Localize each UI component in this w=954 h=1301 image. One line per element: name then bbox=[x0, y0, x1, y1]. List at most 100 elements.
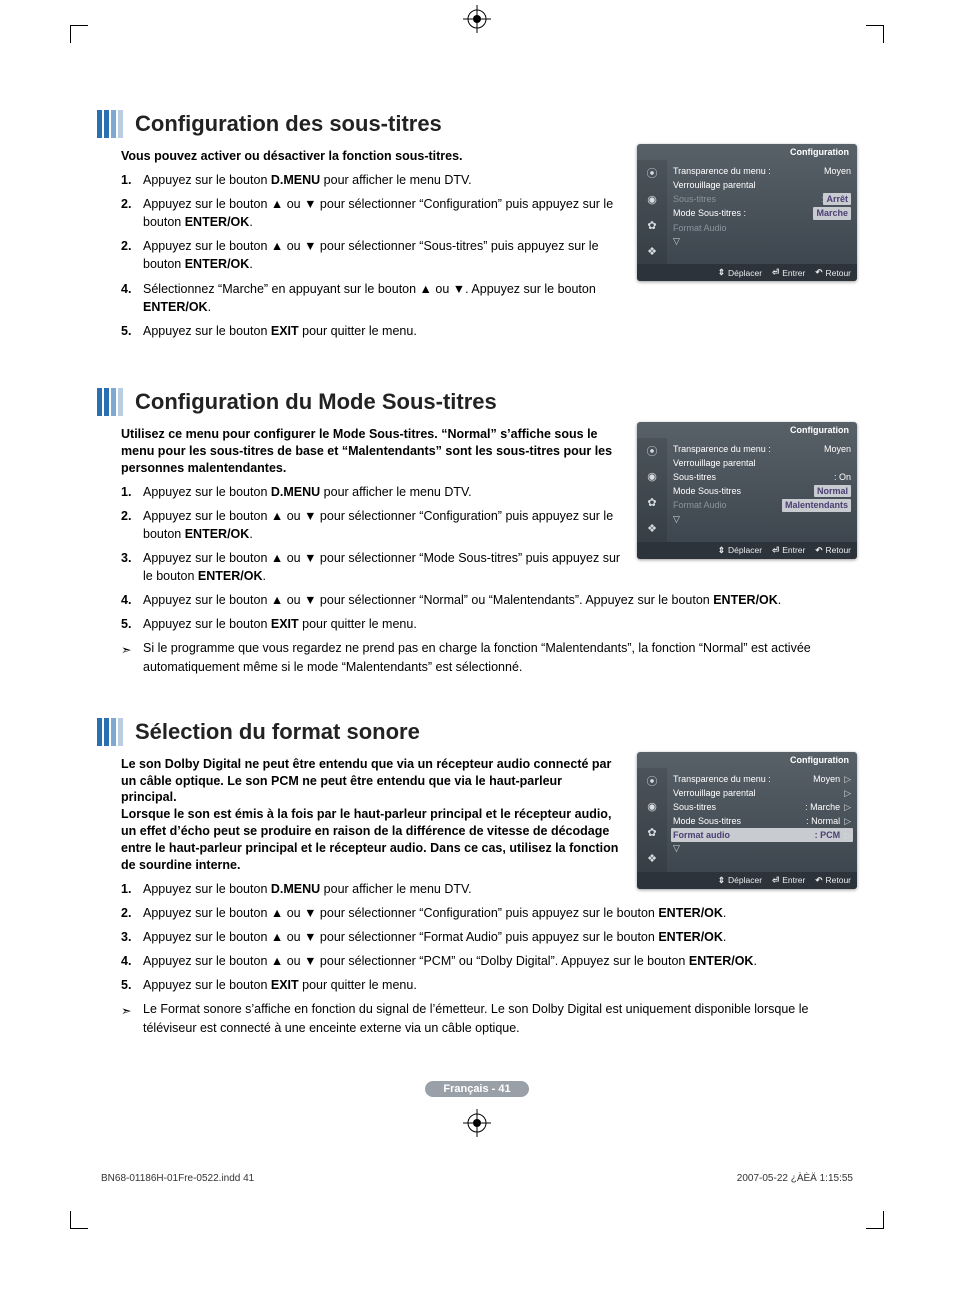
osd-screenshot: Configuration ⦿ ◉ ✿ ❖ Transparence du menu :M… bbox=[637, 752, 857, 889]
title-decoration-icon bbox=[97, 388, 123, 416]
osd-row: Sous-titres: On bbox=[671, 470, 853, 484]
page-number-pill: Français - 41 bbox=[425, 1081, 528, 1097]
osd-row: Verrouillage parental bbox=[671, 456, 853, 470]
osd-footer-item: ⇕ Déplacer bbox=[718, 267, 762, 278]
crop-mark-icon bbox=[70, 1211, 88, 1229]
manual-section: Sélection du format sonore Le son Dolby D… bbox=[97, 718, 857, 1037]
osd-row: Format Audio bbox=[671, 221, 853, 235]
step-list: 1.Appuyez sur le bouton D.MENU pour affi… bbox=[121, 880, 621, 898]
osd-list: Transparence du menu :MoyenVerrouillage … bbox=[667, 438, 857, 542]
osd-more-icon: ▽ bbox=[671, 513, 853, 526]
osd-sidebar-icon: ✿ bbox=[643, 824, 661, 842]
osd-footer-item: ↶ Retour bbox=[815, 875, 851, 886]
osd-row: Mode Sous-titres Normal bbox=[671, 484, 853, 498]
step-list: 4.Appuyez sur le bouton ▲ ou ▼ pour séle… bbox=[121, 591, 857, 633]
osd-sidebar: ⦿ ◉ ✿ ❖ bbox=[637, 160, 667, 264]
osd-title: Configuration bbox=[637, 144, 857, 160]
osd-sidebar-icon: ❖ bbox=[643, 242, 661, 260]
osd-more-icon: ▽ bbox=[671, 235, 853, 248]
section-title: Configuration du Mode Sous-titres bbox=[135, 389, 497, 415]
osd-footer: ⇕ Déplacer ⏎ Entrer ↶ Retour bbox=[637, 264, 857, 281]
step-item: 5.Appuyez sur le bouton EXIT pour quitte… bbox=[121, 976, 857, 994]
step-list: 2.Appuyez sur le bouton ▲ ou ▼ pour séle… bbox=[121, 904, 857, 995]
step-list: 1.Appuyez sur le bouton D.MENU pour affi… bbox=[121, 483, 621, 586]
osd-sidebar-icon: ⦿ bbox=[643, 164, 661, 182]
step-item: 2.Appuyez sur le bouton ▲ ou ▼ pour séle… bbox=[121, 195, 621, 231]
crop-mark-icon bbox=[866, 1211, 884, 1229]
print-meta-time: 2007-05-22 ¿ÀÈÄ 1:15:55 bbox=[737, 1173, 853, 1184]
note-arrow-icon: ➣ bbox=[121, 1002, 131, 1020]
section-heading: Sélection du format sonore bbox=[97, 718, 857, 746]
osd-footer: ⇕ Déplacer ⏎ Entrer ↶ Retour bbox=[637, 542, 857, 559]
osd-row: Verrouillage parental bbox=[671, 178, 853, 192]
osd-title: Configuration bbox=[637, 422, 857, 438]
section-title: Sélection du format sonore bbox=[135, 719, 420, 745]
step-item: 3.Appuyez sur le bouton ▲ ou ▼ pour séle… bbox=[121, 549, 621, 585]
step-item: 2.Appuyez sur le bouton ▲ ou ▼ pour séle… bbox=[121, 904, 857, 922]
section-intro: Vous pouvez activer ou désactiver la fon… bbox=[121, 148, 621, 165]
osd-footer-item: ↶ Retour bbox=[815, 545, 851, 556]
step-item: 1.Appuyez sur le bouton D.MENU pour affi… bbox=[121, 483, 621, 501]
osd-sidebar-icon: ✿ bbox=[643, 216, 661, 234]
step-item: 4.Appuyez sur le bouton ▲ ou ▼ pour séle… bbox=[121, 591, 857, 609]
osd-sidebar: ⦿ ◉ ✿ ❖ bbox=[637, 768, 667, 872]
step-item: 4.Appuyez sur le bouton ▲ ou ▼ pour séle… bbox=[121, 952, 857, 970]
osd-list: Transparence du menu :MoyenVerrouillage … bbox=[667, 160, 857, 264]
section-intro: Le son Dolby Digital ne peut être entend… bbox=[121, 756, 621, 874]
step-list: 1.Appuyez sur le bouton D.MENU pour affi… bbox=[121, 171, 621, 340]
osd-row: Transparence du menu :Moyen bbox=[671, 164, 853, 178]
osd-sidebar-icon: ❖ bbox=[643, 850, 661, 868]
section-intro: Utilisez ce menu pour configurer le Mode… bbox=[121, 426, 621, 477]
manual-section: Configuration des sous-titres Vous pouvez… bbox=[97, 110, 857, 346]
registration-mark-icon bbox=[463, 1109, 491, 1137]
step-item: 5.Appuyez sur le bouton EXIT pour quitte… bbox=[121, 322, 621, 340]
print-meta-file: BN68-01186H-01Fre-0522.indd 41 bbox=[101, 1173, 254, 1184]
osd-screenshot: Configuration⦿◉✿❖Transparence du menu :M… bbox=[637, 422, 857, 559]
osd-sidebar-icon: ◉ bbox=[643, 468, 661, 486]
osd-sidebar-icon: ◉ bbox=[643, 190, 661, 208]
osd-sidebar-icon: ◉ bbox=[643, 798, 661, 816]
step-item: 4.Sélectionnez “Marche” en appuyant sur … bbox=[121, 280, 621, 316]
page-number: Français - 41 bbox=[97, 1079, 857, 1097]
osd-sidebar: ⦿◉✿❖ bbox=[637, 438, 667, 542]
osd-more-icon: ▽ bbox=[671, 842, 853, 855]
crop-mark-icon bbox=[866, 25, 884, 43]
osd-screenshot: Configuration ⦿ ◉ ✿ ❖ Transparence du menu :M… bbox=[637, 144, 857, 281]
osd-footer-item: ⇕ Déplacer bbox=[718, 875, 762, 886]
osd-row: Sous-titres: Marche▷ bbox=[671, 800, 853, 814]
title-decoration-icon bbox=[97, 110, 123, 138]
osd-footer-item: ↶ Retour bbox=[815, 267, 851, 278]
osd-footer-item: ⏎ Entrer bbox=[772, 875, 805, 886]
osd-row: Mode Sous-titres : Marche bbox=[671, 206, 853, 220]
osd-footer-item: ⇕ Déplacer bbox=[718, 545, 762, 556]
osd-sidebar-icon: ⦿ bbox=[643, 772, 661, 790]
registration-mark-icon bbox=[463, 5, 491, 33]
osd-row: Transparence du menu :Moyen▷ bbox=[671, 772, 853, 786]
step-item: 3.Appuyez sur le bouton ▲ ou ▼ pour séle… bbox=[121, 928, 857, 946]
osd-footer-item: ⏎ Entrer bbox=[772, 545, 805, 556]
step-item: 5.Appuyez sur le bouton EXIT pour quitte… bbox=[121, 615, 857, 633]
crop-mark-icon bbox=[70, 25, 88, 43]
print-meta: BN68-01186H-01Fre-0522.indd 41 2007-05-22… bbox=[97, 1173, 857, 1184]
osd-title: Configuration bbox=[637, 752, 857, 768]
osd-row: Mode Sous-titres: Normal▷ bbox=[671, 814, 853, 828]
section-heading: Configuration des sous-titres bbox=[97, 110, 857, 138]
section-heading: Configuration du Mode Sous-titres bbox=[97, 388, 857, 416]
note: ➣Le Format sonore s’affiche en fonction … bbox=[121, 1000, 857, 1036]
osd-row: Sous-titres: Arrêt bbox=[671, 192, 853, 206]
osd-footer: ⇕ Déplacer ⏎ Entrer ↶ Retour bbox=[637, 872, 857, 889]
osd-list: Transparence du menu :Moyen▷Verrouillage… bbox=[667, 768, 857, 872]
osd-footer-item: ⏎ Entrer bbox=[772, 267, 805, 278]
osd-sidebar-icon: ✿ bbox=[643, 494, 661, 512]
step-item: 2.Appuyez sur le bouton ▲ ou ▼ pour séle… bbox=[121, 237, 621, 273]
step-item: 2.Appuyez sur le bouton ▲ ou ▼ pour séle… bbox=[121, 507, 621, 543]
step-item: 1.Appuyez sur le bouton D.MENU pour affi… bbox=[121, 171, 621, 189]
step-item: 1.Appuyez sur le bouton D.MENU pour affi… bbox=[121, 880, 621, 898]
note: ➣Si le programme que vous regardez ne pr… bbox=[121, 639, 857, 675]
osd-sidebar-icon: ⦿ bbox=[643, 442, 661, 460]
section-title: Configuration des sous-titres bbox=[135, 111, 442, 137]
osd-row: Format Audio Malentendants bbox=[671, 498, 853, 512]
note-arrow-icon: ➣ bbox=[121, 641, 131, 659]
manual-section: Configuration du Mode Sous-titres Utilise… bbox=[97, 388, 857, 676]
osd-row: Format audio: PCM▷ bbox=[671, 828, 853, 842]
